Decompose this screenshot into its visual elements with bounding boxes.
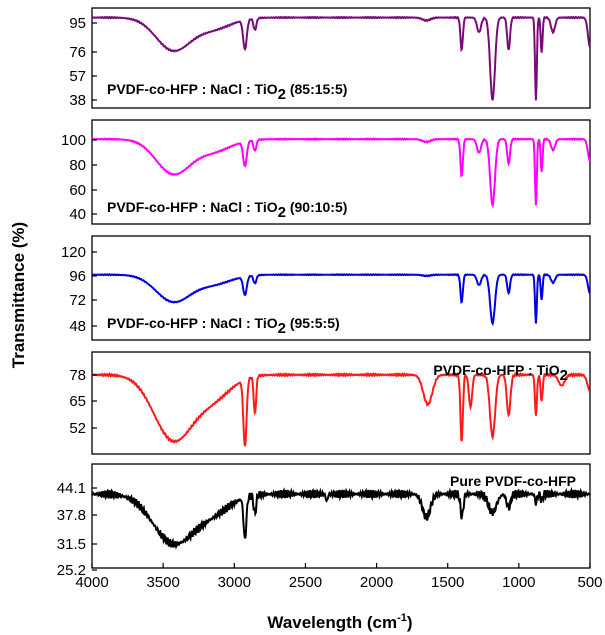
panel-frame xyxy=(91,119,591,225)
y-tick-label: 80 xyxy=(69,157,86,174)
panel-label: PVDF-co-HFP : TiO2 xyxy=(433,362,568,384)
panel-frame xyxy=(91,7,591,109)
spectrum-line xyxy=(91,15,591,101)
y-tick-label: 52 xyxy=(69,420,86,437)
y-tick-label: 48 xyxy=(69,318,86,335)
y-tick-label: 57 xyxy=(69,68,86,85)
panel-frame xyxy=(91,351,591,455)
spectrum-line xyxy=(91,371,591,447)
x-tick-label: 2000 xyxy=(360,574,393,591)
panel-2: 100 80 60 40 PVDF-co-HFP : NaCl : TiO2 (90:1… xyxy=(61,119,591,225)
y-tick-label: 78 xyxy=(69,367,86,384)
y-tick-label: 60 xyxy=(69,182,86,199)
panel-4: 78 65 52 PVDF-co-HFP : TiO2 xyxy=(69,351,591,455)
x-tick-label: 4000 xyxy=(75,574,108,591)
x-tick-label: 2500 xyxy=(289,574,322,591)
x-axis-title: Wavelength (cm-1) xyxy=(267,612,412,632)
panel-1: 95 76 57 38 PVDF-co-HFP : NaCl : TiO2 (85:15… xyxy=(69,7,591,109)
y-tick-label: 31.5 xyxy=(57,536,86,553)
panel-label: PVDF-co-HFP : NaCl : TiO2 (90:10:5) xyxy=(107,199,347,221)
spectrum-line xyxy=(91,273,591,327)
y-tick-label: 95 xyxy=(69,15,86,32)
y-tick-label: 96 xyxy=(69,268,86,285)
spectrum-line xyxy=(91,137,591,209)
panel-label: PVDF-co-HFP : NaCl : TiO2 (85:15:5) xyxy=(107,81,347,103)
y-tick-label: 37.8 xyxy=(57,507,86,524)
panel-frame xyxy=(91,463,591,569)
panels-group: 95 76 57 38 PVDF-co-HFP : NaCl : TiO2 (85:15… xyxy=(57,7,591,579)
y-tick-label: 25.2 xyxy=(57,562,86,579)
x-tick-label: 500 xyxy=(577,574,602,591)
x-tick-label: 1000 xyxy=(502,574,535,591)
y-tick-label: 76 xyxy=(69,44,86,61)
y-tick-label: 40 xyxy=(69,206,86,223)
y-axis-title: Transmittance (%) xyxy=(9,222,28,368)
x-tick-label: 1500 xyxy=(431,574,464,591)
panel-5: 44.1 37.8 31.5 25.2 Pure PVDF-co-HFP xyxy=(57,463,591,579)
spectrum-line xyxy=(91,486,591,550)
panel-3: 120 96 72 48 PVDF-co-HFP : NaCl : TiO2 (95:5… xyxy=(61,235,591,341)
x-tick-label: 3500 xyxy=(146,574,179,591)
y-tick-label: 38 xyxy=(69,92,86,109)
y-tick-label: 120 xyxy=(61,244,86,261)
y-tick-label: 72 xyxy=(69,292,86,309)
x-axis: 4000 3500 3000 2500 2000 1500 1000 500 xyxy=(75,563,603,591)
x-tick-label: 3000 xyxy=(218,574,251,591)
panel-label: PVDF-co-HFP : NaCl : TiO2 (95:5:5) xyxy=(107,315,340,337)
y-tick-label: 44.1 xyxy=(57,480,86,497)
y-tick-label: 100 xyxy=(61,132,86,149)
panel-frame xyxy=(91,235,591,341)
y-tick-label: 65 xyxy=(69,393,86,410)
panel-label: Pure PVDF-co-HFP xyxy=(450,473,576,489)
